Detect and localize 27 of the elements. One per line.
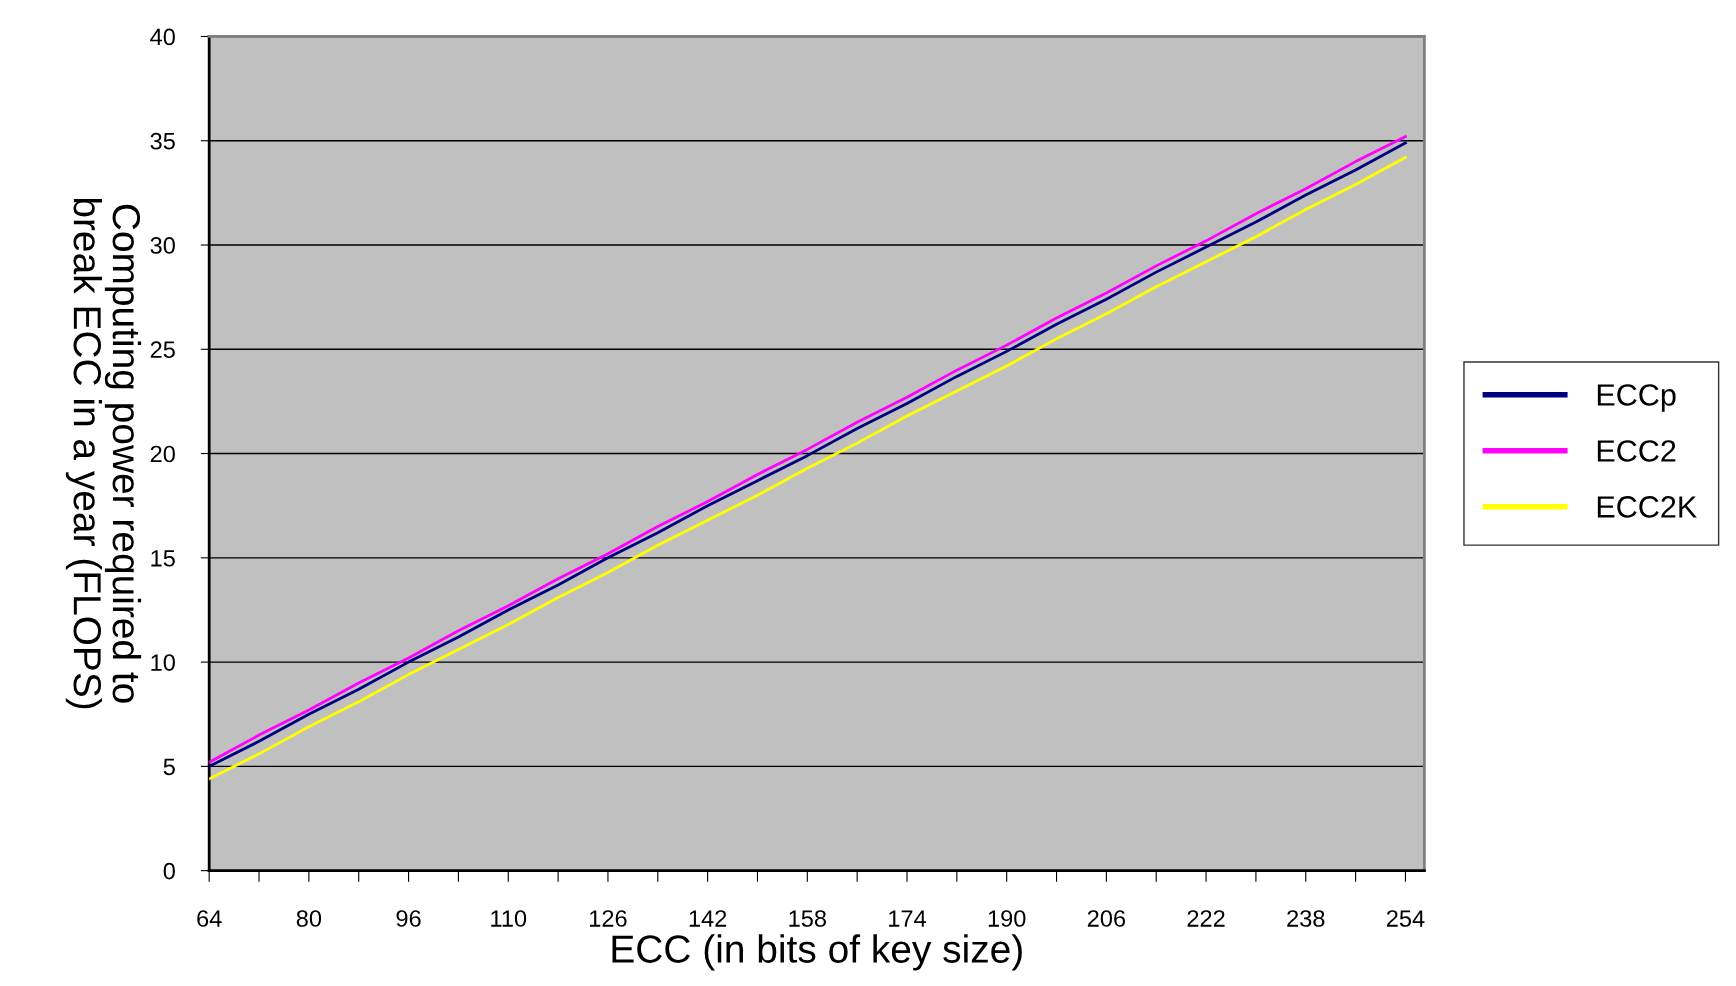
x-tick-label: 110 <box>491 910 527 927</box>
y-axis-title: Computing power required to break ECC in a year (FLOPS) <box>65 198 142 709</box>
legend-label: ECC2 <box>1597 440 1676 462</box>
y-tick-label: 40 <box>150 28 175 46</box>
y-tick-label: 30 <box>150 237 175 254</box>
x-tick-label: 80 <box>296 910 322 927</box>
y-tick-label: 5 <box>163 758 175 776</box>
x-tick-label: 206 <box>1087 910 1126 927</box>
x-axis-title: ECC (in bits of key size) <box>612 934 1022 971</box>
y-tick-label: 0 <box>163 862 175 880</box>
legend-label: ECC2K <box>1597 496 1697 518</box>
x-tick-label: 238 <box>1287 910 1325 927</box>
y-tick-label: 20 <box>150 445 175 463</box>
x-tick-label: 174 <box>889 910 927 927</box>
x-tick-label: 190 <box>988 910 1026 927</box>
y-tick-label: 25 <box>150 341 175 359</box>
x-tick-label: 126 <box>590 910 627 927</box>
y-tick-label: 35 <box>150 132 175 150</box>
x-tick-label: 222 <box>1187 910 1225 927</box>
x-tick-label: 96 <box>396 910 421 927</box>
y-tick-label: 10 <box>151 654 175 671</box>
x-tick-label: 64 <box>197 910 222 927</box>
y-tick-label: 15 <box>151 550 175 567</box>
x-tick-label: 142 <box>689 910 727 927</box>
x-tick-label: 254 <box>1386 910 1425 927</box>
x-tick-label: 158 <box>789 910 826 927</box>
legend-label: ECCp <box>1597 384 1676 412</box>
